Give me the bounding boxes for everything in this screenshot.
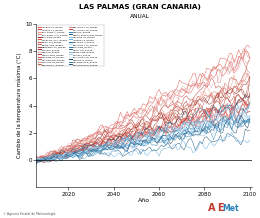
- Text: Met: Met: [223, 204, 239, 213]
- Text: LAS PALMAS (GRAN CANARIA): LAS PALMAS (GRAN CANARIA): [80, 4, 201, 10]
- Text: E: E: [217, 203, 224, 213]
- Text: A: A: [208, 203, 216, 213]
- Legend: ACCESS1.0_RCP85, ACCESS1.3_RCP85, BCC-CSM1.1_RCP85, BCC-CSM1.1-M_RCP85, BNU-ESM_: ACCESS1.0_RCP85, ACCESS1.3_RCP85, BCC-CS…: [38, 25, 104, 66]
- X-axis label: Año: Año: [138, 198, 150, 203]
- Y-axis label: Cambio de la temperatura máxima (°C): Cambio de la temperatura máxima (°C): [17, 53, 22, 158]
- Text: ANUAL: ANUAL: [131, 14, 150, 19]
- Text: © Agencia Estatal de Meteorología: © Agencia Estatal de Meteorología: [3, 212, 55, 216]
